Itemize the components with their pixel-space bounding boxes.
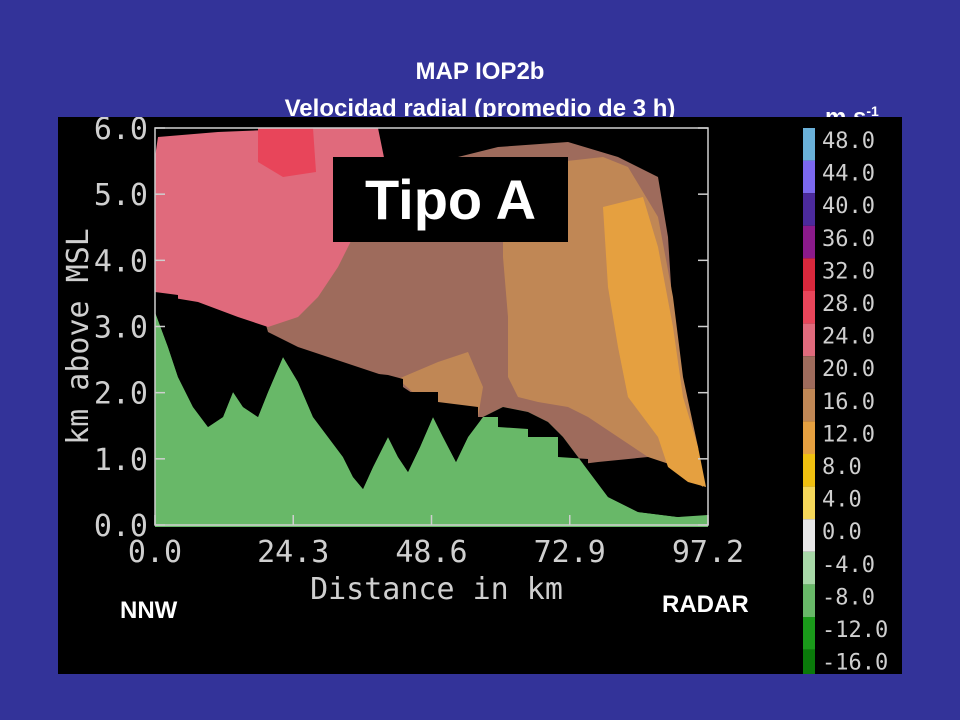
- x-tick-label-2: 48.6: [395, 535, 467, 570]
- region-2: [398, 352, 483, 417]
- colorbar-swatch-14: [803, 584, 815, 617]
- colorbar-level-2: 40.0: [822, 194, 875, 219]
- colorbar-level-16: -16.0: [822, 651, 888, 674]
- nnw-label: NNW: [120, 597, 178, 624]
- colorbar-level-0: 48.0: [822, 129, 875, 154]
- units-exponent: -1: [866, 103, 879, 119]
- colorbar-level-5: 28.0: [822, 292, 875, 317]
- right-void: [668, 128, 708, 447]
- colorbar-swatch-6: [803, 323, 815, 357]
- y-tick-label-3: 3.0: [94, 311, 148, 346]
- region-5: [258, 128, 316, 177]
- colorbar-level-10: 8.0: [822, 455, 862, 480]
- y-tick-label-4: 4.0: [94, 244, 148, 279]
- y-tick-label-0: 0.0: [94, 509, 148, 544]
- colorbar-level-15: -12.0: [822, 618, 888, 643]
- colorbar-swatch-0: [803, 128, 815, 161]
- colorbar-swatch-2: [803, 193, 815, 226]
- colorbar-swatch-1: [803, 160, 815, 194]
- x-tick-label-4: 97.2: [672, 535, 744, 570]
- y-tick-label-2: 2.0: [94, 377, 148, 412]
- colorbar-level-6: 24.0: [822, 325, 875, 350]
- colorbar-swatch-16: [803, 649, 815, 674]
- type-box: Tipo A: [333, 157, 568, 242]
- colorbar-level-8: 16.0: [822, 390, 875, 415]
- title: MAP IOP2b: [415, 58, 545, 85]
- colorbar-swatch-4: [803, 258, 815, 291]
- colorbar-swatch-5: [803, 291, 815, 324]
- x-tick-label-3: 72.9: [534, 535, 606, 570]
- colorbar-level-1: 44.0: [822, 162, 875, 187]
- x-axis-label: Distance in km: [310, 572, 563, 607]
- colorbar-level-9: 12.0: [822, 422, 875, 447]
- region-3: [603, 197, 706, 487]
- x-tick-label-1: 24.3: [257, 535, 329, 570]
- region-6: [155, 312, 708, 527]
- y-axis-label: km above MSL: [61, 228, 96, 445]
- terrain-mask: [155, 292, 708, 517]
- y-tick-label-5: 5.0: [94, 178, 148, 213]
- colorbar-level-13: -4.0: [822, 553, 875, 578]
- y-tick-label-1: 1.0: [94, 443, 148, 478]
- colorbar-swatch-11: [803, 486, 815, 520]
- colorbar-swatch-3: [803, 225, 815, 259]
- x-tick-label-0: 0.0: [128, 535, 182, 570]
- colorbar-level-11: 4.0: [822, 488, 862, 513]
- colorbar-level-12: 0.0: [822, 520, 862, 545]
- colorbar-swatch-7: [803, 356, 815, 389]
- y-tick-label-6: 6.0: [94, 117, 148, 147]
- colorbar-level-3: 36.0: [822, 227, 875, 252]
- colorbar-level-4: 32.0: [822, 259, 875, 284]
- colorbar-swatch-13: [803, 551, 815, 585]
- velocity-cross-section: 0.0 1.0 2.0 3.0 4.0 5.0 6.0 0.0 24.3 48.6 72.9 97.2…: [61, 117, 888, 674]
- radar-label: RADAR: [662, 591, 749, 618]
- colorbar-swatch-9: [803, 421, 815, 454]
- colorbar-swatch-15: [803, 617, 815, 650]
- colorbar-swatch-10: [803, 454, 815, 487]
- region-4: [155, 128, 388, 327]
- colorbar-level-7: 20.0: [822, 357, 875, 382]
- colorbar-level-14: -8.0: [822, 585, 875, 610]
- plot-frame: 0.0 1.0 2.0 3.0 4.0 5.0 6.0 0.0 24.3 48.6 72.9 97.2…: [58, 117, 902, 674]
- colorbar-swatch-8: [803, 388, 815, 422]
- colorbar-swatch-12: [803, 519, 815, 552]
